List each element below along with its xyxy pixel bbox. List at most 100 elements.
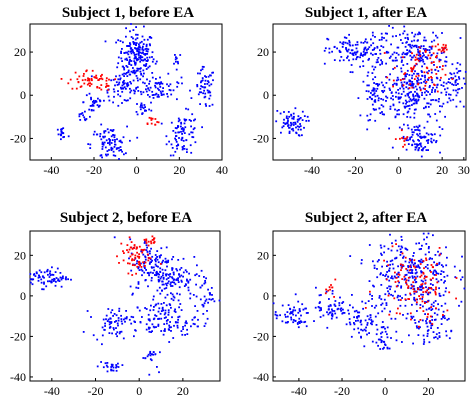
scatter-point — [357, 319, 359, 322]
scatter-point — [416, 39, 419, 42]
scatter-point — [367, 48, 370, 50]
scatter-point — [414, 129, 416, 131]
scatter-point — [294, 123, 297, 125]
scatter-point — [123, 52, 126, 54]
scatter-point — [327, 313, 330, 316]
scatter-point — [349, 323, 352, 326]
scatter-point — [415, 242, 418, 245]
scatter-point — [80, 113, 83, 115]
scatter-point — [184, 126, 187, 129]
scatter-point — [357, 315, 360, 317]
scatter-point — [110, 135, 113, 138]
scatter-point — [181, 133, 183, 135]
scatter-point — [143, 64, 145, 67]
scatter-point — [400, 56, 403, 59]
scatter-point — [274, 311, 277, 313]
scatter-point — [408, 74, 411, 76]
scatter-point — [171, 258, 173, 261]
scatter-point — [411, 133, 414, 136]
scatter-point — [369, 96, 372, 99]
scatter-point — [333, 296, 335, 298]
scatter-point — [413, 279, 416, 281]
scatter-point — [129, 97, 132, 100]
scatter-point — [338, 49, 341, 52]
scatter-point — [429, 115, 432, 118]
scatter-point — [200, 91, 202, 94]
scatter-point — [398, 109, 400, 111]
scatter-point — [152, 353, 154, 356]
scatter-point — [320, 307, 322, 309]
scatter-point — [395, 91, 397, 94]
scatter-point — [106, 366, 109, 368]
scatter-point — [280, 131, 282, 134]
scatter-point — [181, 82, 183, 85]
scatter-point — [441, 105, 443, 108]
scatter-point — [408, 104, 411, 107]
scatter-point — [114, 140, 116, 143]
scatter-point — [400, 39, 402, 41]
scatter-point — [158, 95, 160, 98]
scatter-point — [110, 147, 113, 150]
scatter-point — [104, 325, 106, 327]
scatter-point — [92, 101, 94, 103]
scatter-point — [431, 308, 434, 310]
scatter-point — [135, 33, 137, 36]
scatter-point — [460, 300, 463, 303]
scatter-point — [334, 305, 337, 307]
scatter-point — [362, 65, 365, 67]
scatter-point — [392, 85, 394, 88]
scatter-point — [433, 39, 436, 42]
scatter-point — [406, 63, 409, 65]
scatter-point — [119, 139, 122, 142]
scatter-point — [444, 46, 447, 49]
scatter-point — [134, 329, 137, 332]
scatter-point — [92, 104, 95, 107]
scatter-point — [413, 45, 415, 48]
scatter-point — [60, 285, 63, 288]
scatter-point — [108, 138, 110, 140]
scatter-point — [423, 63, 426, 65]
scatter-point — [412, 102, 415, 105]
scatter-point — [197, 325, 199, 328]
scatter-point — [147, 59, 149, 61]
scatter-point — [413, 112, 416, 115]
scatter-point — [386, 260, 388, 263]
scatter-point — [378, 83, 381, 86]
scatter-point — [355, 309, 358, 312]
scatter-point — [169, 89, 172, 92]
scatter-point — [455, 89, 457, 92]
scatter-point — [108, 323, 111, 326]
scatter-point — [445, 287, 447, 290]
scatter-point — [126, 85, 129, 88]
scatter-point — [133, 69, 136, 72]
scatter-point — [381, 62, 383, 65]
scatter-point — [276, 110, 279, 112]
scatter-point — [177, 144, 180, 147]
scatter-point — [335, 316, 338, 319]
scatter-point — [209, 293, 211, 296]
scatter-point — [137, 52, 140, 55]
scatter-point — [426, 300, 429, 303]
scatter-point — [144, 65, 147, 67]
scatter-point — [57, 133, 60, 136]
scatter-point — [401, 53, 404, 56]
scatter-point — [144, 106, 146, 108]
scatter-point — [442, 271, 445, 273]
scatter-point — [399, 248, 402, 251]
scatter-point — [401, 83, 404, 86]
scatter-point — [422, 60, 425, 63]
scatter-point — [159, 90, 162, 93]
scatter-point — [93, 130, 96, 133]
scatter-point — [417, 57, 419, 60]
scatter-point — [135, 247, 138, 250]
scatter-point — [389, 263, 391, 266]
scatter-point — [351, 49, 354, 52]
scatter-point — [455, 84, 457, 86]
scatter-point — [186, 148, 188, 151]
scatter-point — [441, 46, 443, 49]
scatter-point — [115, 333, 117, 335]
scatter-point — [427, 91, 429, 93]
scatter-point — [157, 310, 160, 313]
scatter-point — [136, 77, 139, 80]
scatter-point — [417, 72, 420, 75]
